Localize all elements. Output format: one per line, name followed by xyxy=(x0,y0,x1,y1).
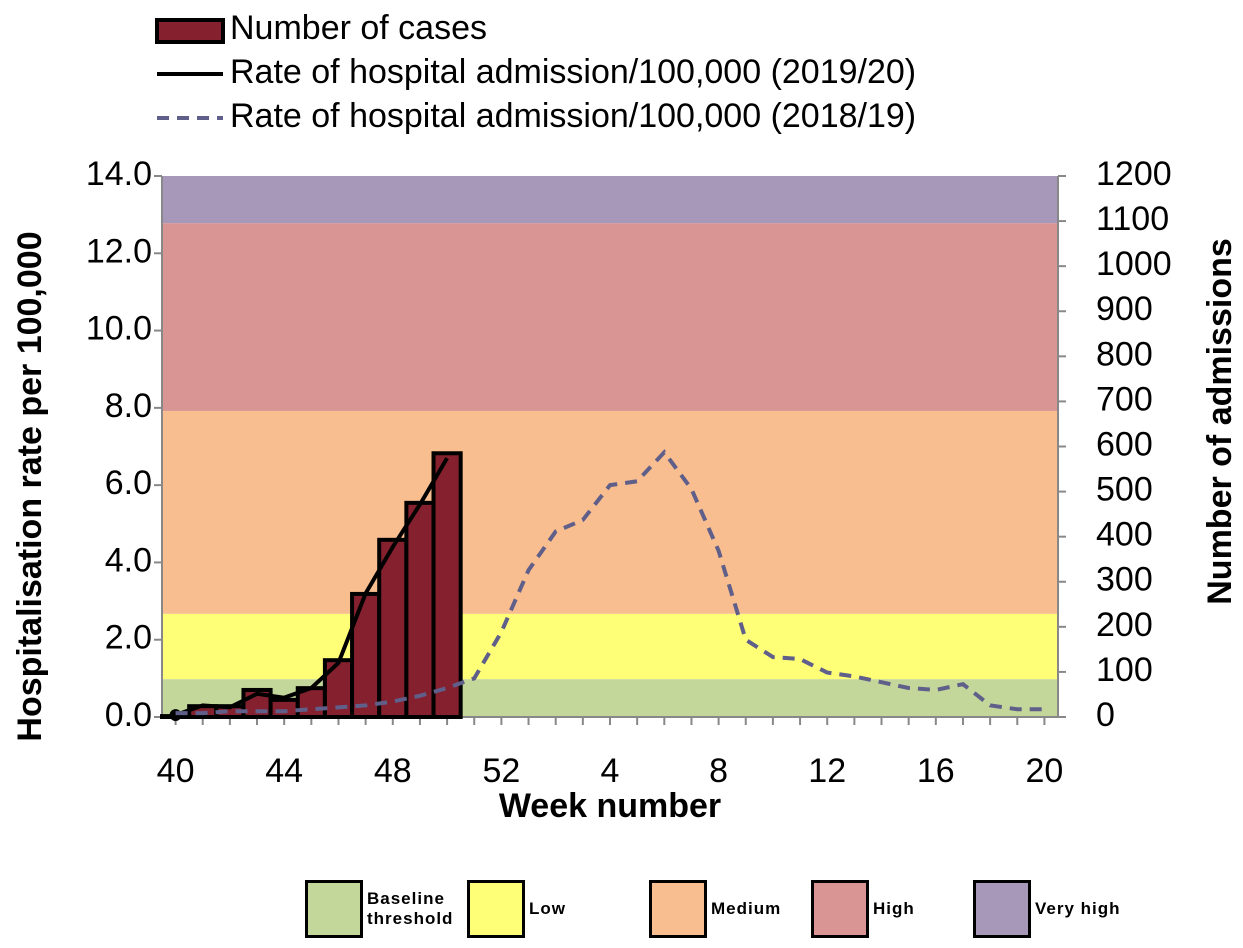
legend-label: Rate of hospital admission/100,000 (2019… xyxy=(230,53,916,91)
band-label: Low xyxy=(529,899,566,918)
y-tick-label: 12.0 xyxy=(86,232,152,270)
y-tick-label: 14.0 xyxy=(86,155,152,193)
y2-tick-label: 300 xyxy=(1096,561,1153,599)
y-tick-label: 6.0 xyxy=(105,464,152,502)
y2-tick-label: 700 xyxy=(1096,380,1153,418)
y2-tick-label: 200 xyxy=(1096,606,1153,644)
y-tick-label: 0.0 xyxy=(105,696,152,734)
risk-band xyxy=(162,223,1058,411)
band-legend-item: Baseline threshold xyxy=(305,880,467,938)
band-legend-item: High xyxy=(811,880,973,938)
x-tick-label: 12 xyxy=(808,752,846,790)
band-legend: Baseline threshold Low Medium High Very high xyxy=(305,880,1135,938)
bar xyxy=(404,500,436,719)
risk-band xyxy=(162,176,1058,224)
y-axis-title: Hospitalisation rate per 100,000 xyxy=(11,231,49,741)
y2-tick-label: 800 xyxy=(1096,335,1153,373)
y2-tick-label: 1000 xyxy=(1096,245,1172,283)
legend-label: Number of cases xyxy=(230,9,487,47)
band-legend-item: Medium xyxy=(649,880,811,938)
x-tick-label: 48 xyxy=(374,752,412,790)
risk-band xyxy=(162,410,1058,614)
y2-tick-label: 900 xyxy=(1096,290,1153,328)
bar xyxy=(431,451,463,719)
x-tick-label: 20 xyxy=(1026,752,1064,790)
band-label: Very high xyxy=(1035,899,1121,918)
x-tick-label: 52 xyxy=(482,752,520,790)
y-tick-label: 2.0 xyxy=(105,619,152,657)
x-axis-title: Week number xyxy=(499,787,721,825)
legend-label: Rate of hospital admission/100,000 (2018… xyxy=(230,97,916,135)
y2-axis-title: Number of admissions xyxy=(1201,238,1239,605)
risk-band xyxy=(162,613,1058,680)
y2-tick-label: 100 xyxy=(1096,651,1153,689)
band-swatch xyxy=(811,880,869,938)
y2-tick-label: 1100 xyxy=(1096,200,1169,238)
y2-tick-label: 1200 xyxy=(1096,155,1172,193)
x-tick-label: 40 xyxy=(157,752,195,790)
x-tick-label: 4 xyxy=(601,752,620,790)
band-swatch xyxy=(973,880,1031,938)
band-label: Medium xyxy=(711,899,782,918)
bar xyxy=(377,537,409,720)
y-tick-label: 4.0 xyxy=(105,541,152,579)
line xyxy=(174,457,449,717)
y2-tick-label: 500 xyxy=(1096,471,1153,509)
band-swatch xyxy=(305,880,363,938)
y2-tick-label: 400 xyxy=(1096,516,1153,554)
dashed-line xyxy=(175,449,1045,716)
y-tick-label: 10.0 xyxy=(86,310,152,348)
chart: 0.0 2.0 4.0 6.0 8.0 10.0 12.0 14.0 0 100 200 300 400… xyxy=(11,9,1239,825)
band-label: Baseline threshold xyxy=(367,889,454,928)
bar xyxy=(268,697,300,720)
y2-tick-label: 0 xyxy=(1096,696,1115,734)
legend-swatch xyxy=(155,18,225,44)
y2-tick-label: 600 xyxy=(1096,425,1153,463)
band-swatch xyxy=(467,880,525,938)
x-tick-label: 16 xyxy=(917,752,955,790)
band-legend-item: Low xyxy=(467,880,649,938)
band-label: High xyxy=(873,899,915,918)
y-tick-label: 8.0 xyxy=(105,387,152,425)
band-legend-item: Very high xyxy=(973,880,1135,938)
x-tick-label: 8 xyxy=(709,752,728,790)
band-swatch xyxy=(649,880,707,938)
x-tick-label: 44 xyxy=(265,752,303,790)
